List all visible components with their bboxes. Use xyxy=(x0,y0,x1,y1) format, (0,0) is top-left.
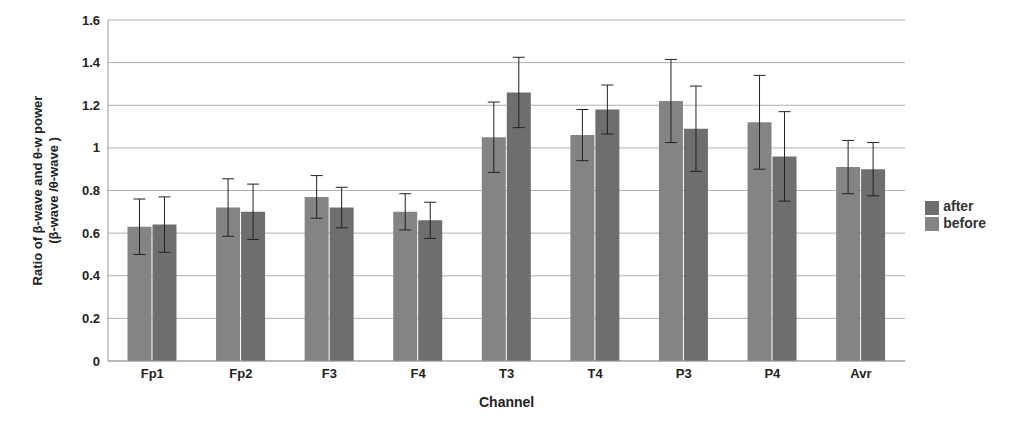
svg-text:1.6: 1.6 xyxy=(82,13,100,28)
svg-text:0.8: 0.8 xyxy=(82,183,100,198)
svg-text:T3: T3 xyxy=(499,366,514,381)
svg-text:Avr: Avr xyxy=(850,366,871,381)
svg-text:0.6: 0.6 xyxy=(82,226,100,241)
svg-text:Ratio of β-wave and θ-w power(: Ratio of β-wave and θ-w power(β-wave /θ-… xyxy=(30,96,61,286)
svg-text:Fp1: Fp1 xyxy=(141,366,164,381)
html-text:after: after xyxy=(943,198,974,215)
svg-text:P4: P4 xyxy=(764,366,781,381)
svg-text:0.4: 0.4 xyxy=(82,268,101,283)
svg-text:Fp2: Fp2 xyxy=(229,366,252,381)
svg-text:F3: F3 xyxy=(322,366,337,381)
svg-text:T4: T4 xyxy=(588,366,604,381)
svg-text:F4: F4 xyxy=(410,366,426,381)
svg-text:1.2: 1.2 xyxy=(82,98,100,113)
svg-text:0: 0 xyxy=(93,354,100,369)
svg-text:0.2: 0.2 xyxy=(82,311,100,326)
svg-text:1: 1 xyxy=(93,140,100,155)
svg-text:1.4: 1.4 xyxy=(82,55,101,70)
svg-text:Channel: Channel xyxy=(479,394,534,410)
html-text:before: before xyxy=(943,214,986,231)
svg-text:P3: P3 xyxy=(676,366,692,381)
